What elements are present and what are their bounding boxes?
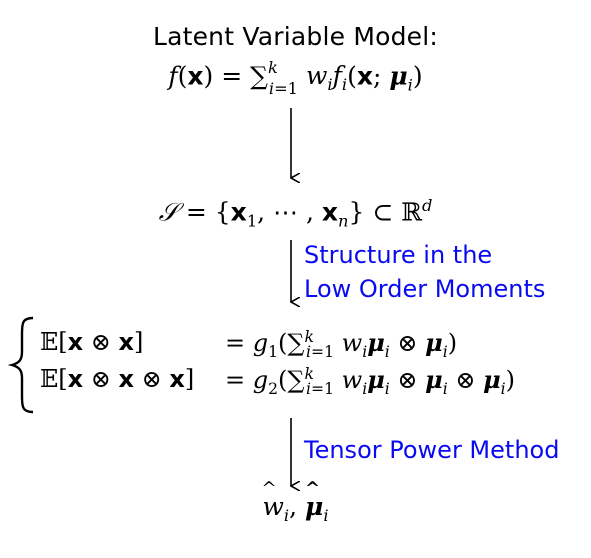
model-title: Latent Variable Model:	[152, 22, 439, 51]
edge-label-moments-line1: Structure in the	[304, 241, 493, 269]
model-formula: f(x) = ∑ki=1 wifi(x; μi)	[168, 58, 423, 99]
second-moment-rhs: = g1(∑ki=1 wiμi ⊗ μi)	[225, 328, 458, 361]
edge-label-moments-line2: Low Order Moments	[304, 275, 546, 303]
sample-set: 𝒮 = {x1, ⋯ , xn} ⊂ ℝd	[158, 196, 433, 231]
third-moment-rhs: = g2(∑ki=1 wiμi ⊗ μi ⊗ μi)	[225, 365, 516, 398]
edge-label-tensor-power: Tensor Power Method	[304, 436, 560, 464]
left-brace	[7, 316, 34, 414]
second-moment-lhs: 𝔼[x ⊗ x]	[40, 328, 144, 356]
third-moment-lhs: 𝔼[x ⊗ x ⊗ x]	[40, 365, 195, 393]
estimates: w ^ i, μ ^ i	[261, 478, 329, 525]
edge-label-moments: Structure in the Low Order Moments	[304, 238, 545, 306]
